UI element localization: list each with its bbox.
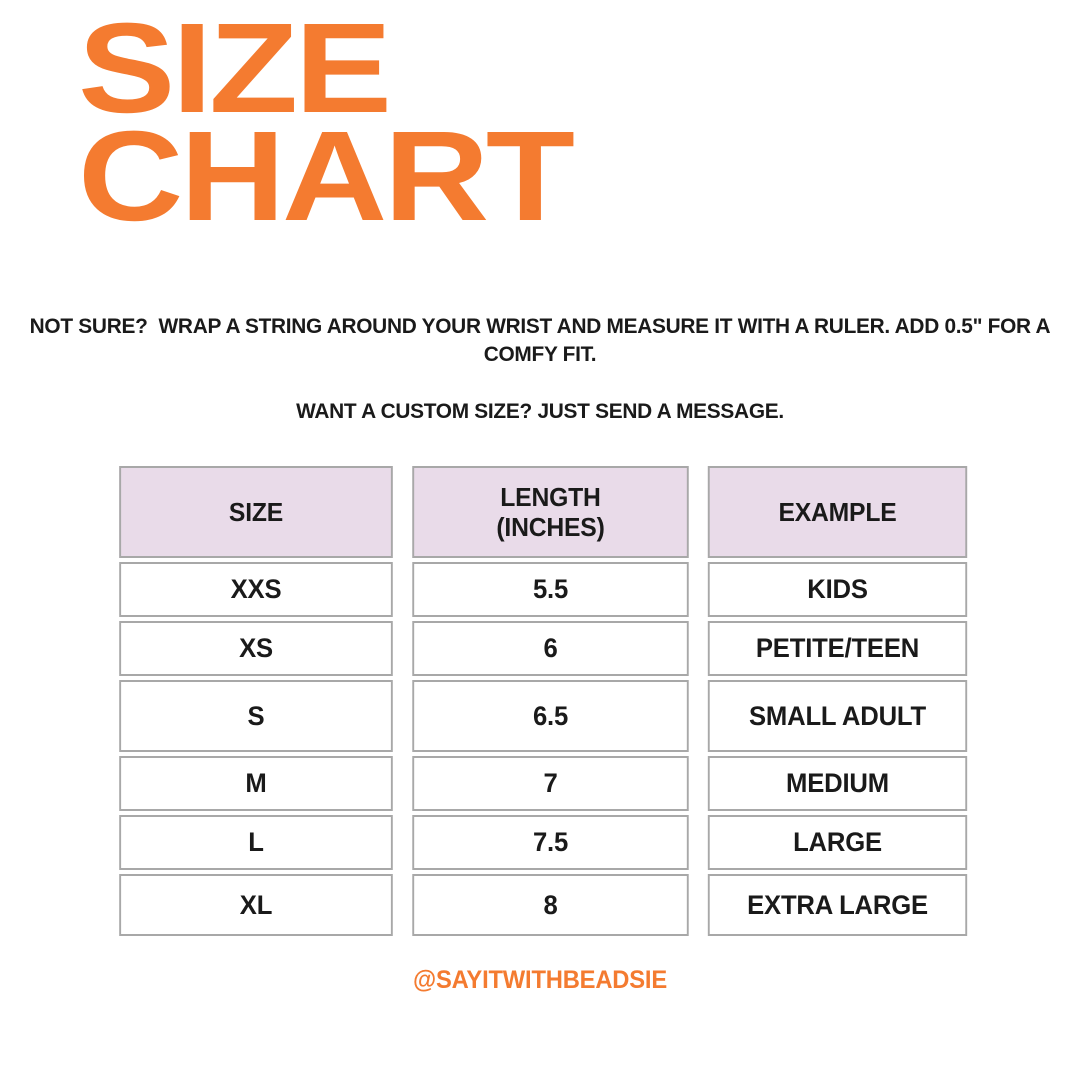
column-header-length-label: LENGTH (INCHES) [496, 481, 605, 542]
cell-example: PETITE/TEEN [707, 621, 968, 676]
social-handle: @SAYITWITHBEADSIE [413, 966, 667, 994]
column-header-example: EXAMPLE [707, 466, 968, 558]
table-row: XXS 5.5 KIDS [112, 562, 974, 617]
cell-length: 8 [412, 874, 689, 936]
table-row: XS 6 PETITE/TEEN [112, 621, 974, 676]
cell-length: 6 [412, 621, 689, 676]
cell-example: MEDIUM [707, 756, 968, 811]
table-row: L 7.5 LARGE [112, 815, 974, 870]
table-row: XL 8 EXTRA LARGE [112, 874, 974, 936]
cell-length: 6.5 [412, 680, 689, 752]
table-row: S 6.5 SMALL ADULT [112, 680, 974, 752]
page-title-line-2: CHART [78, 105, 575, 249]
page-title-line-1: SIZE [78, 0, 392, 140]
cell-size: XL [119, 874, 393, 936]
table-row: M 7 MEDIUM [112, 756, 974, 811]
cell-example: KIDS [707, 562, 968, 617]
table-header-row: SIZE LENGTH (INCHES) EXAMPLE [112, 466, 974, 558]
cell-size: L [119, 815, 393, 870]
cell-length: 7 [412, 756, 689, 811]
column-header-size-label: SIZE [228, 496, 284, 527]
size-chart-table: SIZE LENGTH (INCHES) EXAMPLE XXS 5.5 KID… [112, 466, 974, 940]
page-title: SIZE CHART [78, 4, 978, 241]
cell-example: EXTRA LARGE [707, 874, 968, 936]
description-block: NOT SURE? WRAP A STRING AROUND YOUR WRIS… [0, 312, 1080, 425]
column-header-length: LENGTH (INCHES) [412, 466, 689, 558]
cell-size: S [119, 680, 393, 752]
cell-example: SMALL ADULT [707, 680, 968, 752]
cell-size: M [119, 756, 393, 811]
cell-length: 7.5 [412, 815, 689, 870]
measuring-instructions-text: NOT SURE? WRAP A STRING AROUND YOUR WRIS… [29, 314, 1056, 367]
cell-length: 5.5 [412, 562, 689, 617]
cell-example: LARGE [707, 815, 968, 870]
cell-size: XS [119, 621, 393, 676]
custom-size-prompt-text: WANT A CUSTOM SIZE? JUST SEND A MESSAGE. [296, 398, 784, 423]
cell-size: XXS [119, 562, 393, 617]
column-header-example-label: EXAMPLE [778, 496, 897, 527]
column-header-size: SIZE [119, 466, 393, 558]
